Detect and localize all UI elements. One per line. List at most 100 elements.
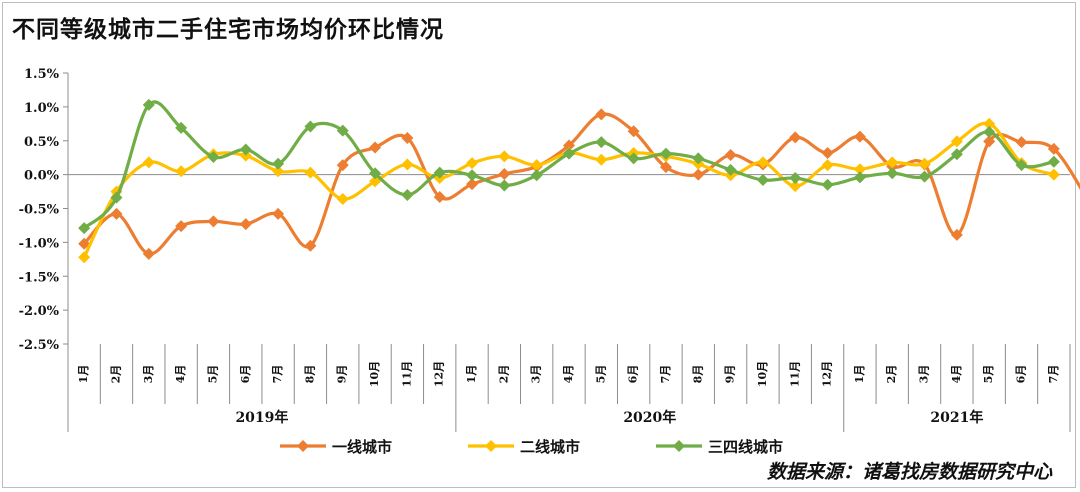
data-point-3 <box>207 151 220 164</box>
x-month-label: 7月 <box>659 365 672 384</box>
x-month-label: 2月 <box>109 365 122 384</box>
data-point-2 <box>239 149 252 162</box>
x-month-label: 6月 <box>627 365 640 384</box>
data-point-1 <box>692 168 705 181</box>
data-point-3 <box>110 191 123 204</box>
data-point-2 <box>142 156 155 169</box>
data-point-1 <box>433 190 446 203</box>
legend-label: 二线城市 <box>520 438 580 456</box>
data-point-3 <box>563 147 575 160</box>
x-year-label: 2021年 <box>930 409 983 426</box>
data-point-1 <box>853 130 866 143</box>
data-point-1 <box>627 125 640 138</box>
data-point-3 <box>853 171 866 184</box>
data-point-1 <box>78 237 91 250</box>
y-tick-label: 0.5% <box>24 135 60 150</box>
y-tick-label: -1.0% <box>19 236 60 251</box>
x-month-label: 2月 <box>885 365 898 384</box>
x-month-label: 6月 <box>1015 365 1028 384</box>
x-month-label: 8月 <box>303 365 316 384</box>
data-point-1 <box>175 220 188 233</box>
x-month-label: 12月 <box>433 361 446 387</box>
data-point-1 <box>595 108 608 121</box>
data-point-3 <box>789 172 802 185</box>
data-point-2 <box>918 157 931 170</box>
data-point-3 <box>175 121 188 134</box>
data-point-1 <box>1015 136 1028 149</box>
x-month-label: 8月 <box>691 365 704 384</box>
data-point-1 <box>821 146 834 159</box>
legend-marker <box>673 440 685 452</box>
x-month-label: 1月 <box>465 365 478 384</box>
data-point-3 <box>78 222 91 235</box>
x-month-label: 3月 <box>918 365 931 384</box>
data-point-3 <box>1015 159 1028 172</box>
data-point-3 <box>142 98 155 111</box>
data-point-1 <box>239 218 252 231</box>
source-note: 数据来源：诸葛找房数据研究中心 <box>766 461 1052 483</box>
data-point-3 <box>1047 155 1060 168</box>
data-point-3 <box>530 169 543 182</box>
data-point-1 <box>207 215 220 228</box>
data-point-1 <box>659 161 672 174</box>
data-point-2 <box>304 166 317 179</box>
y-tick-label: -2.5% <box>19 338 60 353</box>
y-tick-label: -2.0% <box>19 304 60 319</box>
data-point-1 <box>724 148 737 161</box>
data-point-1 <box>272 207 285 220</box>
data-point-3 <box>724 163 737 176</box>
data-point-2 <box>401 158 414 171</box>
legend-label: 三四线城市 <box>708 438 783 456</box>
data-point-3 <box>369 167 382 180</box>
data-point-3 <box>239 143 252 156</box>
data-point-2 <box>336 193 349 206</box>
data-point-3 <box>983 125 996 138</box>
data-point-2 <box>950 135 963 148</box>
legend-marker <box>485 440 497 452</box>
data-point-1 <box>110 207 123 220</box>
x-month-label: 3月 <box>142 365 155 384</box>
data-point-2 <box>983 117 996 130</box>
x-month-label: 4月 <box>174 365 187 384</box>
data-point-3 <box>821 178 834 191</box>
x-month-label: 5月 <box>982 365 995 384</box>
data-point-1 <box>142 247 155 260</box>
data-point-3 <box>433 166 446 179</box>
data-point-1 <box>983 135 996 148</box>
x-month-label: 4月 <box>950 365 963 384</box>
y-tick-label: 0.0% <box>24 169 60 184</box>
x-month-label: 11月 <box>788 361 801 387</box>
series-line-1 <box>82 112 1080 256</box>
data-point-1 <box>304 239 317 252</box>
data-point-3 <box>756 174 769 187</box>
x-month-label: 2月 <box>497 365 510 384</box>
data-point-2 <box>498 150 511 163</box>
x-month-label: 7月 <box>1047 365 1060 384</box>
data-point-2 <box>789 180 802 193</box>
x-month-label: 10月 <box>756 361 769 387</box>
data-point-2 <box>595 153 608 166</box>
y-tick-label: -1.5% <box>19 270 60 285</box>
data-point-3 <box>950 148 963 161</box>
data-point-2 <box>756 156 769 169</box>
x-month-label: 6月 <box>239 365 252 384</box>
y-tick-label: -0.5% <box>19 203 60 218</box>
data-point-1 <box>466 178 479 191</box>
x-month-label: 5月 <box>206 365 219 384</box>
data-point-2 <box>78 251 91 264</box>
data-point-3 <box>595 136 608 149</box>
x-month-label: 5月 <box>594 365 607 384</box>
data-point-2 <box>466 157 479 170</box>
data-point-1 <box>498 167 511 180</box>
x-year-label: 2019年 <box>235 409 288 426</box>
data-point-2 <box>1047 168 1060 181</box>
data-point-3 <box>659 147 672 160</box>
data-point-2 <box>821 159 834 172</box>
data-point-3 <box>401 188 414 201</box>
data-point-2 <box>853 163 866 176</box>
x-month-label: 12月 <box>821 361 834 387</box>
data-point-2 <box>530 159 543 172</box>
data-point-3 <box>918 170 931 183</box>
